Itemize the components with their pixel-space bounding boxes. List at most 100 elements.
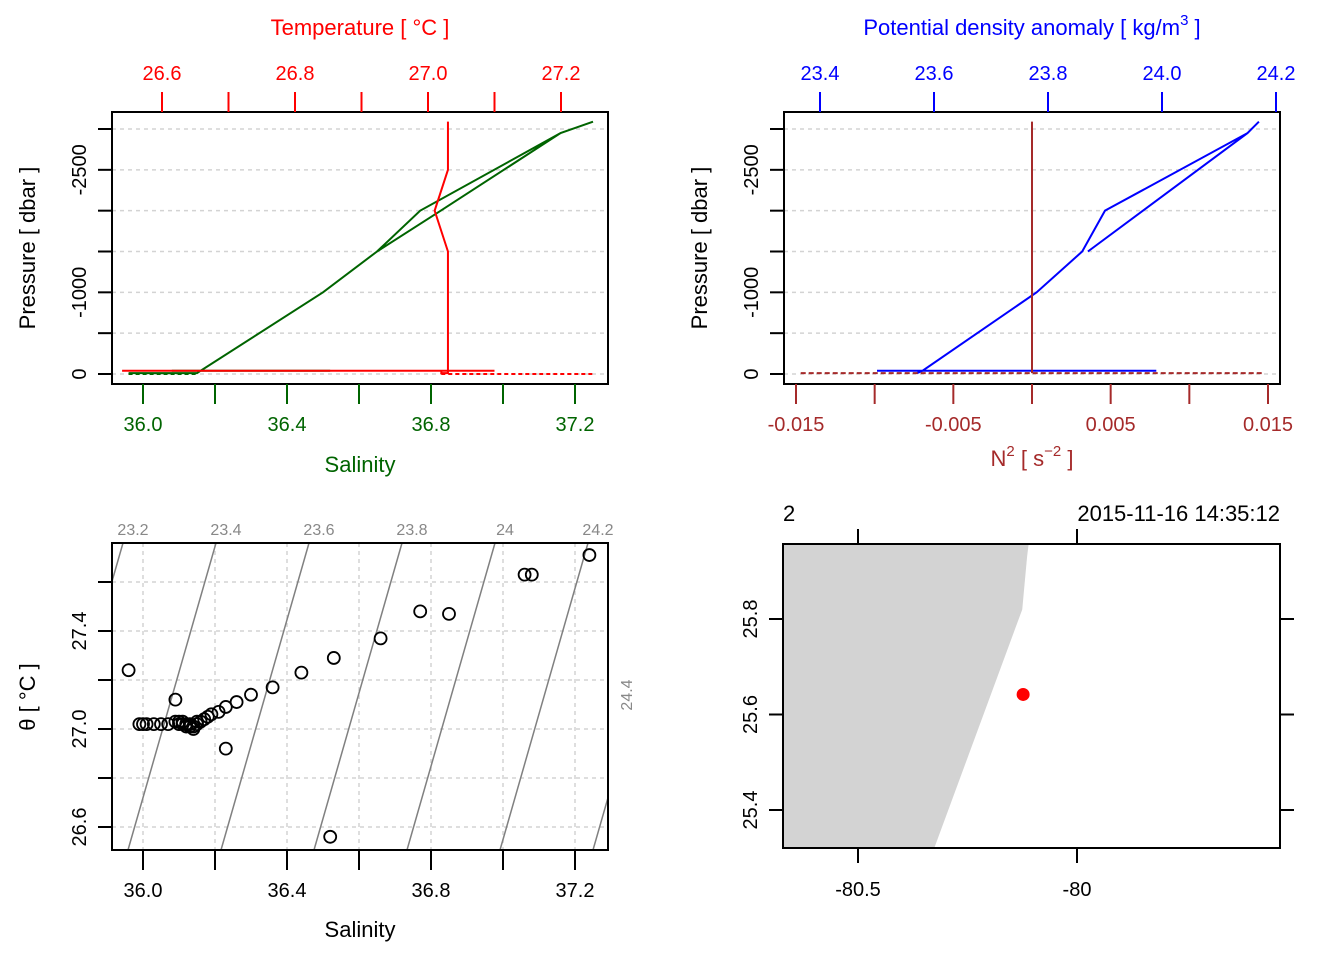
series-potential-density-anomaly xyxy=(877,120,1260,375)
y-tick-label: -1000 xyxy=(69,267,91,318)
x-axis-label: Salinity xyxy=(325,917,396,942)
x-tick-label: 36.4 xyxy=(268,880,307,902)
x-tick-label: 37.2 xyxy=(556,414,595,436)
y-axis-label: Pressure [ dbar ] xyxy=(687,167,712,330)
data-point xyxy=(294,665,309,680)
top-axis-label-main: Potential density anomaly [ kg/m xyxy=(863,15,1180,40)
y-tick-label: 27.0 xyxy=(69,710,91,749)
x-tick-label: 37.2 xyxy=(556,880,595,902)
data-point xyxy=(326,651,341,665)
isopycnal-label: 23.2 xyxy=(117,522,148,539)
top-axis-label-close: ] xyxy=(1188,15,1200,40)
grid xyxy=(112,128,608,375)
data-point xyxy=(193,714,208,729)
data-point xyxy=(146,717,161,731)
y-tick-label: 0 xyxy=(741,368,763,379)
data-point xyxy=(413,604,428,619)
data-point xyxy=(373,631,388,646)
series-temperature xyxy=(122,121,495,375)
y-tick-label: 0 xyxy=(69,368,91,379)
x2-tick-label: 24.0 xyxy=(1143,63,1182,85)
plot-frame xyxy=(782,543,1281,849)
isopycnal-label: 24 xyxy=(496,522,514,539)
isopycnal-line xyxy=(220,543,310,850)
y-axis-label: θ [ °C ] xyxy=(15,663,40,730)
bottom-axis-label: N2 [ s−2 ] xyxy=(991,443,1074,471)
bottom-axis-label: Salinity xyxy=(325,452,396,477)
x2-tick-label: 27.2 xyxy=(542,63,581,85)
top-axis-label-sup: 3 xyxy=(1180,12,1188,29)
y-axis-label: Pressure [ dbar ] xyxy=(15,167,40,330)
axes: 0 -1000 -2500 -0.015 -0.005 0.005 0.015 23.4 23.… xyxy=(741,63,1295,436)
axes: 36.0 36.4 36.8 37.2 26.6 27.0 27.4 23.2 23.4 23.6… xyxy=(69,522,636,902)
series-layer xyxy=(800,120,1264,375)
x2-tick-label: 26.8 xyxy=(276,63,315,85)
x2-tick-label: 23.6 xyxy=(915,63,954,85)
x-tick-label: 0.005 xyxy=(1086,414,1136,436)
data-point xyxy=(229,695,244,709)
station-marker xyxy=(1016,687,1030,701)
y-tick-label: 26.6 xyxy=(69,808,91,847)
isopycnal-label: 23.4 xyxy=(210,522,241,539)
series-layer xyxy=(122,120,595,375)
bottom-axis-label-sup2: −2 xyxy=(1044,443,1061,460)
isopycnal-label: 23.8 xyxy=(396,522,427,539)
points-layer xyxy=(121,548,597,844)
x-tick-label: 0.015 xyxy=(1243,414,1293,436)
data-point xyxy=(139,717,154,731)
x-tick-label: 36.0 xyxy=(124,414,163,436)
map-layer xyxy=(783,544,1030,848)
data-point xyxy=(442,606,456,621)
y-tick-label: -2500 xyxy=(69,144,91,195)
data-point xyxy=(244,687,258,702)
data-point xyxy=(265,680,280,695)
x2-tick-label: 23.4 xyxy=(801,63,840,85)
data-point xyxy=(197,712,212,727)
y-tick-label: -1000 xyxy=(741,267,763,318)
panel-station-map: -80.5 -80 25.4 25.6 25.8 2 2015-11-16 14:35:… xyxy=(740,501,1294,901)
top-axis-label: Potential density anomaly [ kg/m3 ] xyxy=(863,12,1200,40)
x-tick-label: 36.8 xyxy=(412,880,451,902)
x-tick-label: -80 xyxy=(1063,879,1092,901)
isopycnal-label: 24.4 xyxy=(619,679,636,710)
x-tick-label: 36.4 xyxy=(268,414,307,436)
x-tick-label: 36.0 xyxy=(124,880,163,902)
grid xyxy=(112,543,608,850)
data-point xyxy=(132,717,147,731)
bottom-axis-label-main: N xyxy=(991,446,1007,471)
station-time-label: 2015-11-16 14:35:12 xyxy=(1077,501,1280,526)
x2-tick-label: 27.0 xyxy=(409,63,448,85)
data-point xyxy=(204,707,219,722)
data-point xyxy=(211,704,226,719)
x2-tick-label: 24.2 xyxy=(1257,63,1296,85)
y-tick-label: 25.8 xyxy=(740,600,762,639)
data-point xyxy=(154,717,168,731)
x2-tick-label: 23.8 xyxy=(1029,63,1068,85)
data-point xyxy=(582,548,597,562)
bottom-axis-label-open: [ s xyxy=(1015,446,1044,471)
panel-ts-diagram: 36.0 36.4 36.8 37.2 26.6 27.0 27.4 23.2 23.4 23.6… xyxy=(15,522,636,942)
x-tick-label: -0.015 xyxy=(768,414,825,436)
x-tick-label: -0.005 xyxy=(925,414,982,436)
isopycnal-label: 23.6 xyxy=(303,522,334,539)
data-point xyxy=(323,829,338,844)
panel-salinity-temperature-profile: 0 -1000 -2500 36.0 36.4 36.8 37.2 26.6 26.8 27.0 2… xyxy=(15,15,609,477)
isopycnal-label: 24.2 xyxy=(582,522,613,539)
x-tick-label: -80.5 xyxy=(835,879,881,901)
y-tick-label: -2500 xyxy=(741,144,763,195)
isopycnal-line xyxy=(313,543,403,850)
panel-density-n2-profile: 0 -1000 -2500 -0.015 -0.005 0.005 0.015 23.4 23.… xyxy=(687,12,1295,471)
isopycnal-layer xyxy=(112,543,608,850)
data-point xyxy=(517,567,532,582)
y-tick-label: 27.4 xyxy=(69,612,91,651)
axes: -80.5 -80 25.4 25.6 25.8 xyxy=(740,529,1294,901)
y-tick-label: 25.4 xyxy=(740,791,762,830)
data-point xyxy=(168,692,183,707)
x-tick-label: 36.8 xyxy=(412,414,451,436)
y-tick-label: 25.6 xyxy=(740,695,762,734)
bottom-axis-label-sup: 2 xyxy=(1006,443,1014,460)
station-index-label: 2 xyxy=(783,501,795,526)
data-point xyxy=(121,663,136,678)
